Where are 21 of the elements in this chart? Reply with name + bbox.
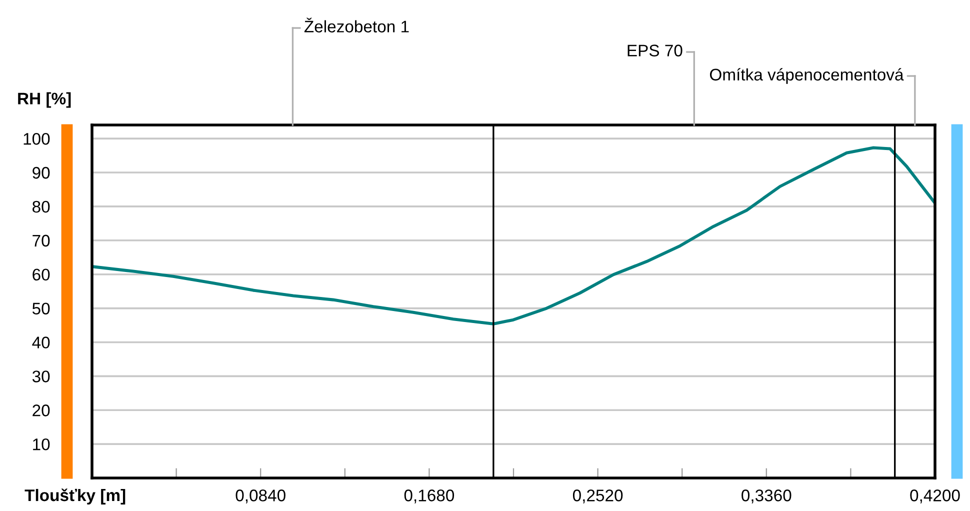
line-series [92,146,935,326]
y-axis-title: RH [%] [18,92,71,108]
y-tick-label: 20 [32,404,50,416]
text: Železobeton 1 [304,18,409,32]
text: EPS 70 [628,44,682,56]
x-tick-label: 0,4200 [910,490,960,504]
y-tick-label: 30 [32,370,50,382]
y-tick-label: 80 [32,200,50,213]
y-tick-label: 90 [32,166,50,179]
y-tick-label: 60 [32,268,50,281]
y-tick-label: 100 [24,132,50,145]
x-tick-label: 0,0840 [236,490,286,504]
y-tick-label: 70 [32,234,50,247]
x-tick-label: 0,2520 [572,490,623,504]
x-tick-label: 0,1680 [404,490,454,504]
y-tick-label: 50 [32,302,50,314]
x-tick-label: 0,3360 [742,490,792,504]
y-tick-label: 10 [33,438,50,450]
x-axis-title: Tloušťky [m] [24,488,126,504]
text: Omítka vápenocementová [710,68,904,84]
y-tick-label: 40 [32,336,50,348]
